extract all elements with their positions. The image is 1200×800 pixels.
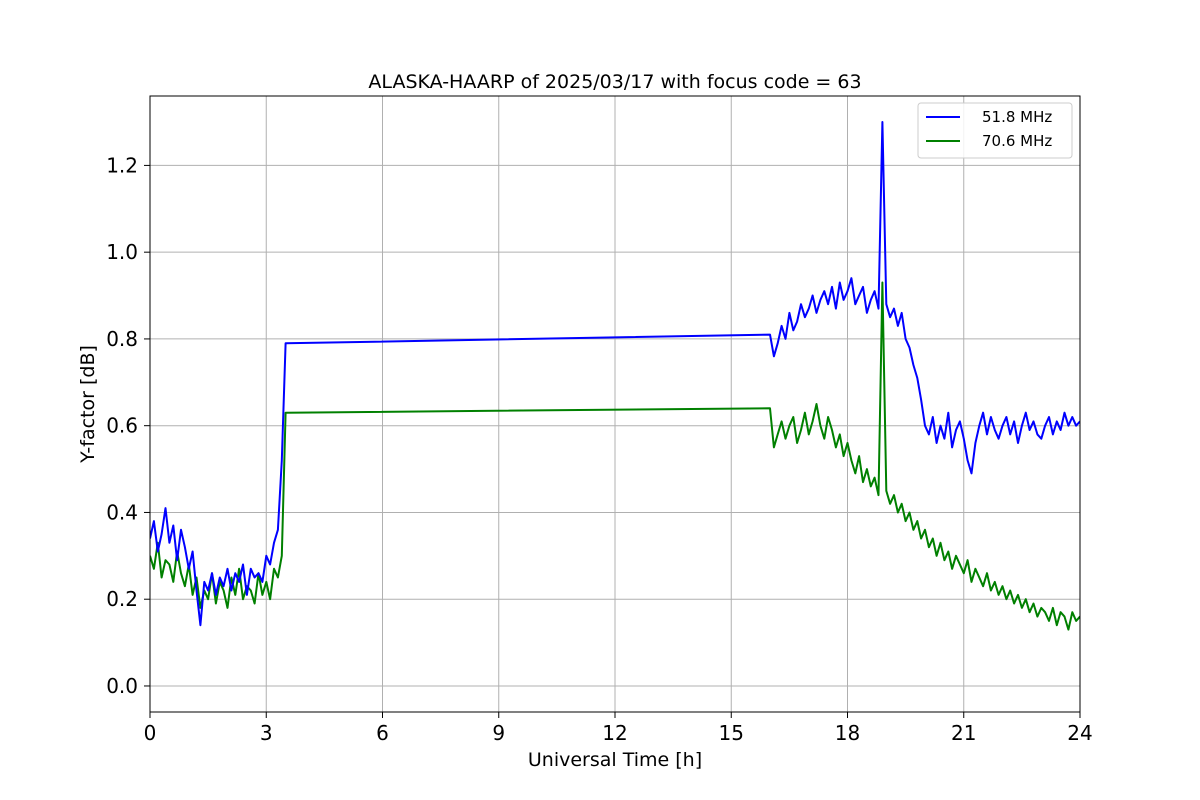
x-axis: 0 3 6 9 12 15 18 21 24: [144, 712, 1093, 745]
x-tick-label: 12: [602, 721, 627, 745]
series-line-51-8-mhz: [150, 121, 1080, 627]
y-tick-label: 1.0: [106, 240, 138, 264]
y-tick-label: 0.0: [106, 674, 138, 698]
x-tick-label: 15: [719, 721, 744, 745]
y-tick-label: 0.6: [106, 414, 138, 438]
x-tick-label: 0: [144, 721, 157, 745]
legend: 51.8 MHz 70.6 MHz: [917, 102, 1073, 159]
y-tick-label: 1.2: [106, 153, 138, 177]
y-tick-label: 0.2: [106, 587, 138, 611]
legend-label-51-8: 51.8 MHz: [982, 108, 1052, 126]
x-axis-label: Universal Time [h]: [528, 749, 702, 771]
y-axis: 0.0 0.2 0.4 0.6 0.8 1.0 1.2: [106, 153, 150, 698]
y-axis-label: Y-factor [dB]: [77, 345, 99, 464]
x-tick-label: 3: [260, 721, 273, 745]
x-tick-label: 21: [951, 721, 976, 745]
x-tick-label: 9: [492, 721, 505, 745]
x-tick-label: 6: [376, 721, 389, 745]
legend-label-70-6: 70.6 MHz: [982, 132, 1052, 150]
series-layer: [150, 121, 1080, 631]
y-tick-label: 0.8: [106, 327, 138, 351]
x-tick-label: 18: [835, 721, 860, 745]
y-tick-label: 0.4: [106, 500, 138, 524]
chart-title: ALASKA-HAARP of 2025/03/17 with focus co…: [368, 71, 861, 93]
x-tick-label: 24: [1067, 721, 1092, 745]
series-line-70-6-mhz: [150, 281, 1080, 631]
